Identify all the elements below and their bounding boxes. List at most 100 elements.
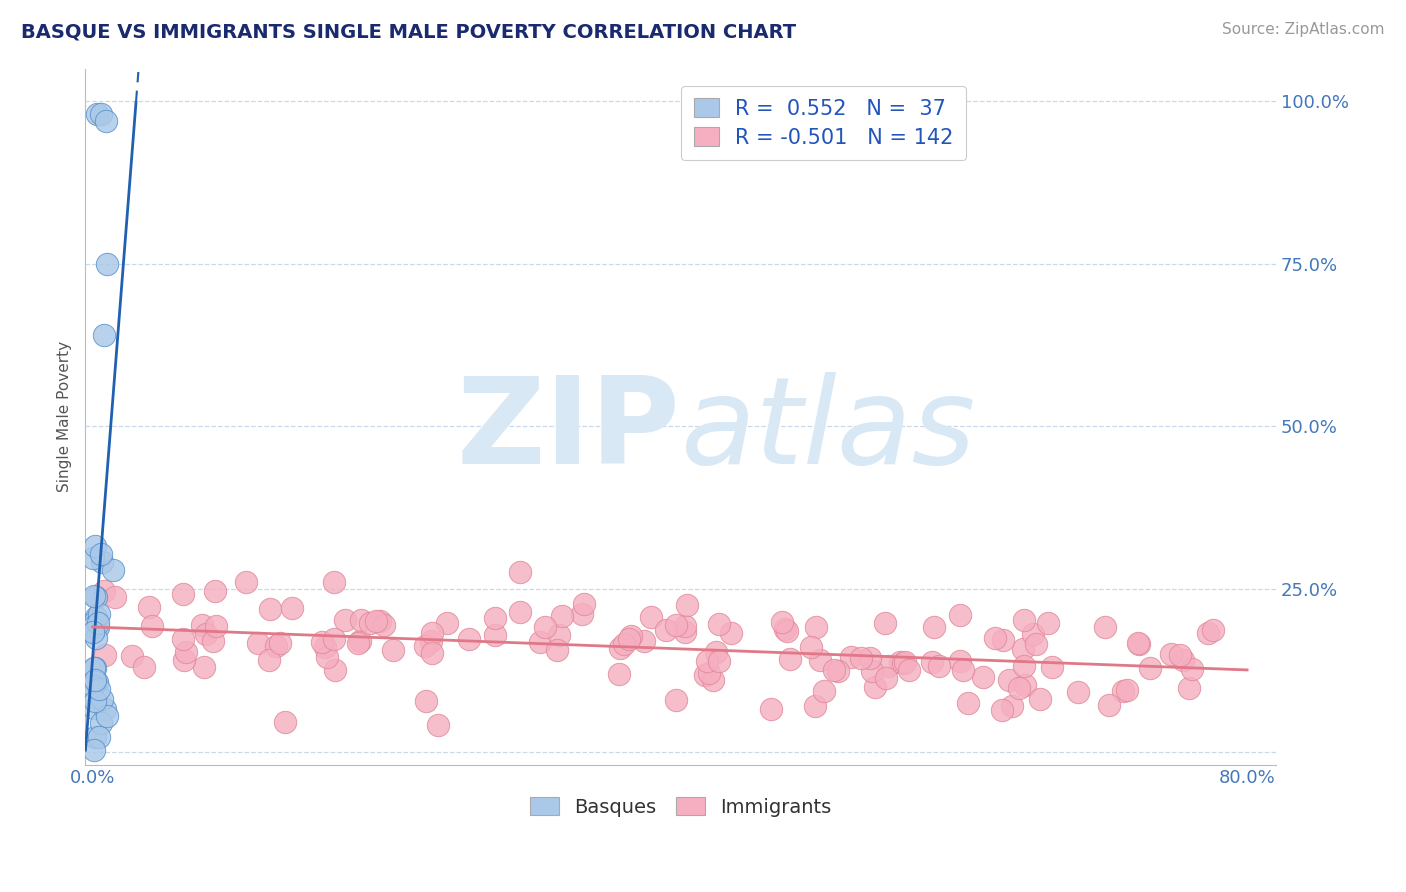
Point: [121, 649, 143, 664]
Point: [800, 640, 823, 655]
Point: [702, 673, 724, 687]
Point: [420, 646, 443, 660]
Point: [922, 620, 945, 634]
Point: [1029, 692, 1052, 706]
Point: [998, 673, 1021, 687]
Text: BASQUE VS IMMIGRANTS SINGLE MALE POVERTY CORRELATION CHART: BASQUE VS IMMIGRANTS SINGLE MALE POVERTY…: [21, 22, 796, 41]
Point: [138, 600, 160, 615]
Point: [96, 709, 118, 723]
Point: [93, 648, 115, 662]
Point: [1171, 653, 1194, 667]
Point: [572, 597, 595, 611]
Point: [266, 639, 288, 653]
Point: [94, 113, 117, 128]
Point: [1012, 614, 1035, 628]
Point: [1012, 659, 1035, 673]
Point: [704, 645, 727, 659]
Point: [806, 620, 828, 634]
Point: [90, 547, 112, 561]
Point: [696, 654, 718, 668]
Point: [415, 693, 437, 707]
Point: [141, 619, 163, 633]
Point: [509, 605, 531, 619]
Point: [83, 614, 105, 628]
Point: [82, 624, 104, 639]
Point: [83, 694, 105, 708]
Point: [82, 620, 104, 634]
Point: [779, 652, 801, 666]
Point: [547, 628, 569, 642]
Point: [823, 664, 845, 678]
Point: [876, 659, 898, 673]
Point: [707, 654, 730, 668]
Point: [983, 632, 1005, 646]
Point: [863, 680, 886, 694]
Point: [257, 652, 280, 666]
Point: [90, 555, 112, 569]
Point: [1097, 698, 1119, 712]
Point: [193, 660, 215, 674]
Point: [1160, 647, 1182, 661]
Point: [350, 613, 373, 627]
Point: [101, 563, 124, 577]
Point: [172, 587, 194, 601]
Point: [860, 665, 883, 679]
Point: [347, 635, 370, 649]
Point: [827, 664, 849, 678]
Point: [991, 632, 1014, 647]
Point: [84, 590, 107, 604]
Point: [83, 661, 105, 675]
Point: [174, 645, 197, 659]
Point: [132, 660, 155, 674]
Point: [84, 673, 107, 687]
Y-axis label: Single Male Poverty: Single Male Poverty: [58, 341, 72, 492]
Point: [534, 620, 557, 634]
Point: [83, 743, 105, 757]
Point: [1197, 626, 1219, 640]
Point: [281, 601, 304, 615]
Point: [366, 615, 388, 629]
Point: [1168, 648, 1191, 663]
Point: [90, 107, 112, 121]
Point: [87, 620, 110, 634]
Point: [613, 637, 636, 651]
Point: [90, 691, 112, 706]
Point: [201, 633, 224, 648]
Point: [1202, 624, 1225, 638]
Point: [1067, 685, 1090, 699]
Point: [368, 614, 391, 628]
Point: [335, 613, 357, 627]
Point: [314, 640, 336, 654]
Point: [609, 641, 631, 656]
Point: [928, 659, 950, 673]
Point: [770, 615, 793, 630]
Point: [205, 619, 228, 633]
Point: [654, 624, 676, 638]
Point: [571, 607, 593, 621]
Text: ZIP: ZIP: [457, 372, 681, 489]
Point: [84, 539, 107, 553]
Point: [87, 731, 110, 745]
Point: [484, 611, 506, 625]
Point: [96, 257, 118, 271]
Point: [1022, 627, 1045, 641]
Point: [311, 634, 333, 648]
Point: [86, 675, 108, 690]
Point: [665, 618, 688, 632]
Point: [891, 657, 914, 671]
Point: [607, 666, 630, 681]
Point: [509, 565, 531, 579]
Legend: Basques, Immigrants: Basques, Immigrants: [522, 789, 839, 824]
Point: [82, 550, 104, 565]
Point: [90, 716, 112, 731]
Point: [813, 684, 835, 698]
Point: [93, 328, 115, 343]
Point: [775, 622, 797, 636]
Point: [316, 649, 339, 664]
Text: Source: ZipAtlas.com: Source: ZipAtlas.com: [1222, 22, 1385, 37]
Point: [94, 702, 117, 716]
Point: [1178, 681, 1201, 695]
Point: [546, 643, 568, 657]
Point: [1112, 684, 1135, 698]
Point: [921, 655, 943, 669]
